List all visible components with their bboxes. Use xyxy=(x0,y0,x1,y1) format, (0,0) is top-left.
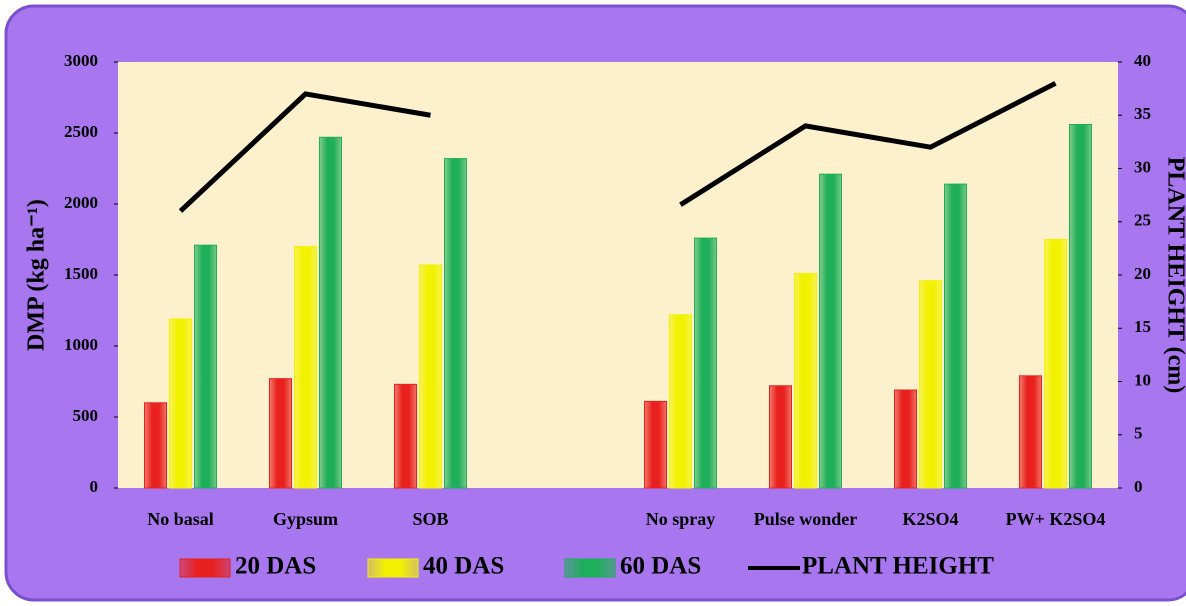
y2-tick-label: 0 xyxy=(1134,477,1143,496)
bar xyxy=(644,400,667,489)
bar xyxy=(1019,375,1042,489)
y2-tick-label: 25 xyxy=(1134,211,1151,230)
legend-label: 40 DAS xyxy=(423,553,504,580)
y-tick-label: 1500 xyxy=(64,264,98,283)
legend-label: 20 DAS xyxy=(235,553,316,580)
bar xyxy=(894,389,917,489)
x-tick-label: Pulse wonder xyxy=(753,509,858,529)
bar xyxy=(394,383,417,489)
y-tick-label: 1000 xyxy=(64,335,98,354)
bar xyxy=(144,402,167,489)
y-tick-label: 2500 xyxy=(64,122,98,141)
bar xyxy=(444,158,467,489)
legend-swatch xyxy=(367,558,419,578)
bar xyxy=(269,378,292,489)
bar xyxy=(819,173,842,489)
x-tick-label: SOB xyxy=(412,509,449,529)
x-tick-label: No basal xyxy=(147,509,214,529)
x-tick-label: No spray xyxy=(645,509,716,529)
bar xyxy=(319,136,342,489)
bar xyxy=(944,183,967,489)
y2-tick-label: 40 xyxy=(1134,51,1151,70)
bar xyxy=(919,280,942,489)
x-tick-label: Gypsum xyxy=(272,509,339,529)
x-tick-label: K2SO4 xyxy=(902,509,959,529)
y2-tick-label: 35 xyxy=(1134,104,1151,123)
bar xyxy=(1069,123,1092,489)
bar xyxy=(669,314,692,489)
bar xyxy=(169,318,192,489)
y2-tick-label: 15 xyxy=(1134,317,1151,336)
y2-tick-label: 20 xyxy=(1134,264,1151,283)
bar xyxy=(769,385,792,489)
line xyxy=(178,81,1057,213)
y2-axis-label: PLANT HEIGHT (cm) xyxy=(1162,157,1186,393)
y-tick-label: 2000 xyxy=(64,193,98,212)
bar xyxy=(294,246,317,489)
x-tick-label: PW+ K2SO4 xyxy=(1005,509,1106,529)
bar xyxy=(794,273,817,489)
bar xyxy=(419,264,442,489)
y2-tick-label: 5 xyxy=(1134,424,1143,443)
legend-swatch xyxy=(179,558,231,578)
y-tick-label: 0 xyxy=(90,477,99,496)
y-tick-label: 500 xyxy=(73,406,99,425)
y2-tick-label: 10 xyxy=(1134,370,1151,389)
legend-label: PLANT HEIGHT xyxy=(802,553,994,580)
bar xyxy=(694,237,717,489)
bar xyxy=(1044,239,1067,489)
legend-swatch xyxy=(564,558,616,578)
y-axis-label: DMP (kg ha⁻¹) xyxy=(24,199,50,351)
bar xyxy=(194,244,217,489)
y2-tick-label: 30 xyxy=(1134,157,1151,176)
legend-label: 60 DAS xyxy=(620,553,701,580)
y-tick-label: 3000 xyxy=(64,51,98,70)
